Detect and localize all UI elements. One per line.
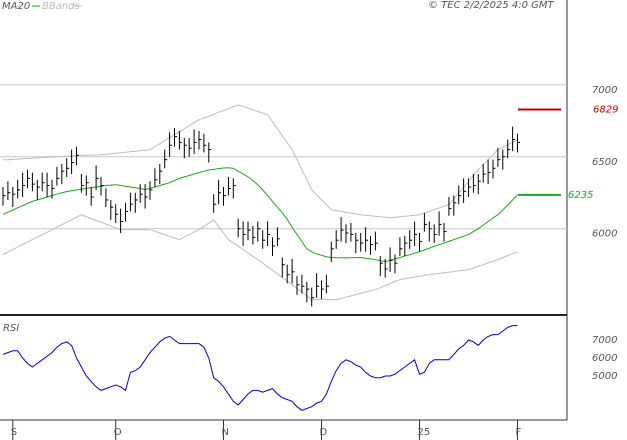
- x-tick-label: D: [320, 427, 328, 438]
- x-tick-label: O: [114, 427, 122, 438]
- source: © TEC 2/2/2025 4:0 GMT: [428, 0, 555, 11]
- ma-line: [2, 167, 518, 263]
- x-tick-label: 25: [418, 427, 431, 438]
- x-tick-label: S: [11, 427, 17, 438]
- y-tick-label: 7000: [592, 85, 617, 96]
- y-tick-label: 6000: [592, 229, 617, 240]
- rsi-tick-label: 7000: [592, 335, 617, 346]
- bband-lower: [2, 214, 518, 301]
- level-label: 6829: [593, 104, 618, 115]
- x-tick-label: N: [222, 427, 229, 438]
- legend-ma: MA20: [2, 1, 30, 12]
- y-tick-label: 6500: [592, 157, 617, 168]
- rsi-line: [2, 325, 518, 411]
- rsi-tick-label: 5000: [592, 371, 617, 382]
- bband-upper: [3, 104, 518, 219]
- rsi-title: RSI: [3, 323, 19, 334]
- legend-bbands: BBands: [42, 1, 80, 12]
- level-label: 6235: [568, 190, 593, 201]
- x-tick-label: F: [516, 427, 522, 438]
- rsi-tick-label: 6000: [592, 353, 617, 364]
